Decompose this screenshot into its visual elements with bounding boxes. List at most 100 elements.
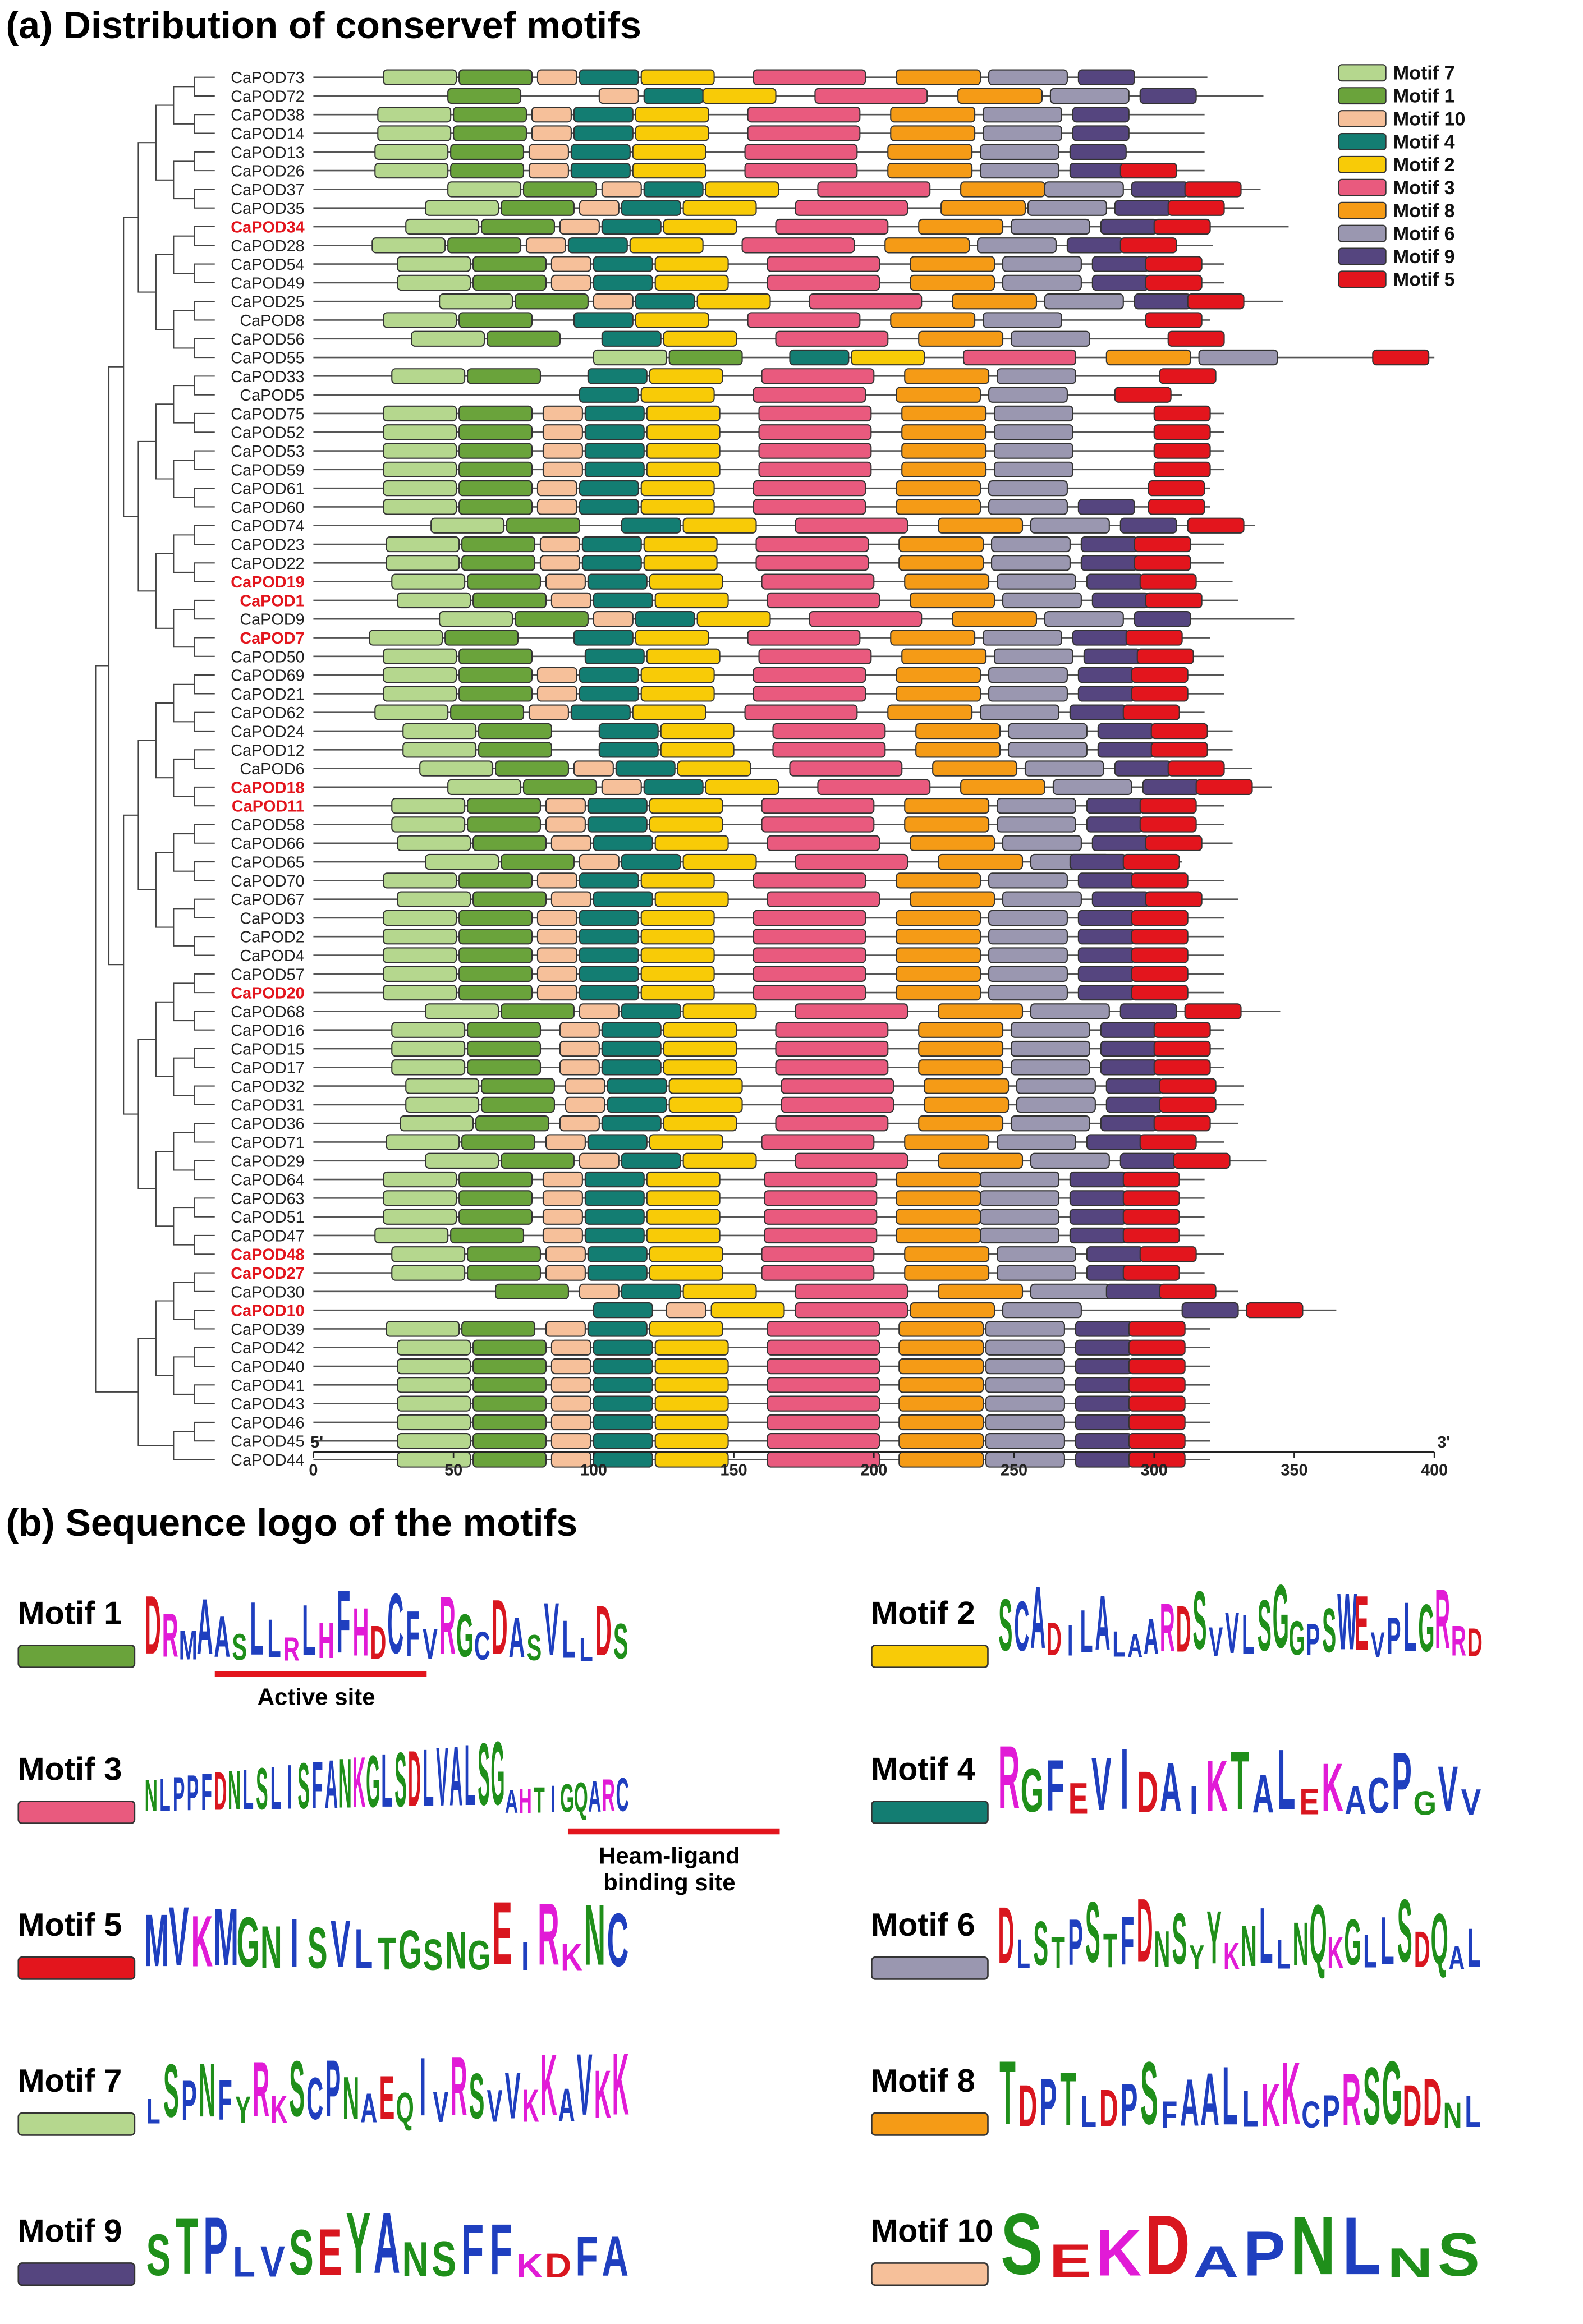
logo-letter: R (162, 1603, 178, 1673)
motif-block-7 (397, 592, 471, 609)
motif-block-5 (1131, 872, 1189, 889)
motif-block-5 (1131, 910, 1189, 926)
motif-block-4 (579, 69, 639, 85)
motif-block-7 (405, 218, 480, 235)
motif-block-10 (573, 760, 614, 777)
motif-block-3 (753, 686, 866, 702)
logo-letter: D (1046, 1615, 1062, 1668)
motif-block-8 (904, 816, 990, 833)
motif-block-7 (383, 424, 457, 440)
motif-block-2 (654, 592, 729, 609)
motif-block-6 (1010, 1022, 1090, 1038)
logo-letter: L (1380, 1906, 1394, 1982)
logo-letter: L (302, 1593, 316, 1674)
motif-block-2 (640, 910, 715, 926)
gene-label: CaPOD11 (232, 798, 305, 816)
motif-block-10 (550, 256, 591, 272)
motif-block-8 (896, 984, 981, 1001)
motif-block-1 (453, 107, 527, 123)
motif-block-1 (467, 1022, 542, 1038)
logo-letter: K (191, 1905, 213, 1984)
motif-block-6 (1002, 256, 1082, 272)
motif-block-3 (753, 872, 866, 889)
logo-letter: L (1363, 1927, 1377, 1980)
motif-block-8 (910, 274, 995, 291)
motif-block-8 (938, 1003, 1024, 1019)
motif-block-6 (996, 816, 1076, 833)
motif-block-2 (640, 947, 715, 963)
motif-block-5 (1119, 237, 1177, 254)
logo-letter: N (338, 1744, 352, 1825)
logo-letter: A (558, 2083, 575, 2134)
motif-block-2 (635, 107, 709, 123)
motif-block-4 (567, 237, 628, 254)
motif-block-3 (775, 1040, 889, 1057)
logo-letter: A (1193, 2236, 1239, 2288)
gene-label: CaPOD71 (231, 1134, 304, 1152)
motif-block-10 (545, 1134, 586, 1150)
heam-ligand-bar (567, 1828, 780, 1835)
logo-letter: S (469, 2066, 485, 2135)
motif-block-8 (896, 686, 981, 702)
motif-block-3 (747, 312, 861, 328)
motif-block-3 (753, 947, 866, 963)
motif-block-9 (1072, 107, 1130, 123)
motif-block-6 (988, 947, 1068, 963)
motif-block-5 (1153, 424, 1211, 440)
motif-block-10 (565, 1078, 605, 1094)
motif-block-1 (467, 816, 542, 833)
gene-label: CaPOD4 (240, 947, 304, 965)
logo-letter: S (1192, 1578, 1207, 1671)
motif-block-2 (646, 648, 721, 664)
logo-letter: V (1091, 1746, 1112, 1829)
motif-block-2 (643, 536, 718, 553)
logo-letter: C (1368, 1770, 1390, 1825)
motif-block-4 (643, 181, 704, 198)
logo-label-motif-6: Motif 6 (871, 1906, 975, 1944)
motif-block-8 (896, 929, 981, 945)
motif-block-9 (1072, 125, 1130, 141)
motif-block-4 (598, 723, 659, 740)
motif-block-3 (753, 387, 866, 403)
motif-block-4 (584, 1171, 645, 1188)
motif-block-5 (1150, 742, 1208, 758)
gene-label: CaPOD70 (231, 872, 304, 890)
logo-label-motif-4: Motif 4 (871, 1750, 975, 1788)
motif-block-4 (593, 592, 653, 609)
logo-letter: E (1049, 2235, 1091, 2288)
gene-label: CaPOD37 (231, 181, 304, 199)
motif-block-7 (371, 237, 446, 254)
motif-block-6 (993, 424, 1073, 440)
logo-letter: E (317, 2217, 342, 2290)
logo-letter: I (1120, 1736, 1129, 1830)
phylogenetic-tree (95, 76, 215, 1460)
motif-block-10 (536, 667, 577, 683)
logo-letter: P (1120, 2070, 1138, 2139)
logo-letter: I (1067, 1618, 1073, 1668)
heam-ligand-label: Heam-ligand binding site (598, 1844, 740, 1896)
motif-block-6 (1002, 835, 1082, 851)
motif-block-1 (481, 1096, 555, 1113)
logo-letter: G (456, 1604, 474, 1673)
logo-letter: P (186, 1765, 199, 1823)
motif-block-5 (1131, 947, 1189, 963)
logo-letter: C (387, 1579, 404, 1675)
motif-block-6 (1044, 611, 1124, 627)
logo-letter: V (1225, 1603, 1240, 1669)
logo-letter: T (1231, 1739, 1250, 1829)
motif-block-1 (500, 200, 575, 216)
gene-label: CaPOD38 (231, 107, 304, 125)
motif-block-5 (1153, 1040, 1211, 1057)
gene-label: CaPOD12 (231, 742, 304, 760)
motif-block-7 (383, 405, 457, 422)
logo-letter: S (289, 2051, 305, 2137)
logo-letter: T (1103, 1926, 1117, 1980)
logo-letter: T (1051, 1930, 1065, 1979)
gene-label: CaPOD29 (231, 1152, 304, 1170)
motif-block-1 (450, 704, 525, 720)
motif-block-3 (772, 723, 886, 740)
motif-block-2 (646, 461, 721, 478)
